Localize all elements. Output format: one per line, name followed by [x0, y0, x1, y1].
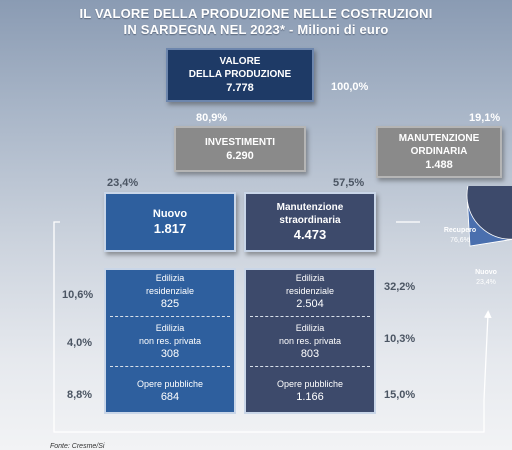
nuovo-label: Nuovo [152, 208, 188, 220]
manutenzione-ordinaria-box: MANUTENZIONE ORDINARIA 1.488 [376, 126, 502, 178]
pie-slice-nuovo [467, 202, 512, 247]
straord-non-res-label-1: Edilizia [295, 323, 325, 333]
straord-opere-pubbliche: Opere pubbliche 1.166 [246, 378, 374, 404]
nuovo-opere-label: Opere pubbliche [136, 379, 204, 389]
divider [110, 316, 230, 317]
straord-non-res: Edilizia non res. privata 803 [246, 322, 374, 361]
pct-straord-non-res: 10,3% [384, 333, 416, 345]
man-ordinaria-label-1: MANUTENZIONE [398, 133, 480, 144]
chart-title: IL VALORE DELLA PRODUZIONE NELLE COSTRUZ… [0, 6, 512, 38]
pie-label-recupero: Recupero [444, 227, 476, 234]
pct-nuovo-residenziale: 10,6% [62, 289, 94, 301]
manutenzione-straordinaria-box: Manutenzione straordinaria 4.473 [244, 192, 376, 252]
nuovo-non-res-label-2: non res. privata [138, 336, 202, 346]
flow-connector-line [53, 221, 492, 433]
investimenti-label: INVESTIMENTI [204, 136, 275, 148]
nuovo-opere-value: 684 [160, 391, 180, 403]
nuovo-residenziale: Edilizia residenziale 825 [106, 272, 234, 311]
valore-pct: 100,0% [331, 81, 369, 93]
straord-residenziale-label-1: Edilizia [295, 273, 325, 283]
nuovo-residenziale-label-2: residenziale [145, 286, 195, 296]
investimenti-box: INVESTIMENTI 6.290 [174, 126, 306, 172]
pct-straord-opere: 15,0% [384, 389, 416, 401]
nuovo-breakdown-panel: Edilizia residenziale 825 Edilizia non r… [104, 268, 236, 414]
nuovo-pct: 23,4% [107, 177, 139, 189]
pie-label-nuovo: Nuovo [475, 269, 497, 276]
manutenzione-straordinaria-pct: 57,5% [333, 177, 365, 189]
pct-nuovo-non-res: 4,0% [67, 337, 93, 349]
nuovo-opere-pubbliche: Opere pubbliche 684 [106, 378, 234, 404]
divider [250, 316, 370, 317]
man-straordinaria-value: 4.473 [293, 227, 327, 242]
valore-produzione-box: VALORE DELLA PRODUZIONE 7.778 [166, 48, 314, 102]
pct-straord-residenziale: 32,2% [384, 281, 416, 293]
pct-nuovo-opere: 8,8% [67, 389, 93, 401]
straord-non-res-value: 803 [300, 348, 320, 360]
nuovo-non-res-label-1: Edilizia [155, 323, 185, 333]
nuovo-residenziale-value: 825 [160, 298, 180, 310]
nuovo-value: 1.817 [153, 221, 187, 236]
nuovo-box: Nuovo 1.817 [104, 192, 236, 252]
investimenti-pct: 80,9% [196, 112, 228, 124]
straord-residenziale-label-2: residenziale [285, 286, 335, 296]
straord-opere-value: 1.166 [296, 391, 324, 403]
straord-opere-label: Opere pubbliche [276, 379, 344, 389]
pie-pct-nuovo: 23,4% [476, 279, 496, 286]
man-straordinaria-label-1: Manutenzione [276, 202, 344, 213]
man-straordinaria-label-2: straordinaria [279, 215, 341, 226]
nuovo-non-res: Edilizia non res. privata 308 [106, 322, 234, 361]
title-line-2: IN SARDEGNA NEL 2023* - Milioni di euro [123, 22, 389, 37]
straord-residenziale: Edilizia residenziale 2.504 [246, 272, 374, 311]
source-note: Fonte: Cresme/Si [50, 443, 105, 450]
straord-non-res-label-2: non res. privata [278, 336, 342, 346]
investimenti-value: 6.290 [226, 149, 254, 162]
valore-value: 7.778 [226, 82, 254, 94]
divider [110, 366, 230, 367]
valore-label-2: DELLA PRODUZIONE [188, 69, 292, 80]
man-ordinaria-label-2: ORDINARIA [410, 146, 468, 157]
title-line-1: IL VALORE DELLA PRODUZIONE NELLE COSTRUZ… [79, 6, 433, 21]
pie-chart: Recupero 76,6% Nuovo 23,4% [444, 186, 512, 286]
nuovo-residenziale-label-1: Edilizia [155, 273, 185, 283]
pie-pct-recupero: 76,6% [450, 237, 470, 244]
valore-label-1: VALORE [219, 56, 261, 67]
man-ordinaria-value: 1.488 [425, 159, 453, 171]
straord-residenziale-value: 2.504 [296, 298, 324, 310]
nuovo-non-res-value: 308 [160, 348, 180, 360]
straordinaria-breakdown-panel: Edilizia residenziale 2.504 Edilizia non… [244, 268, 376, 414]
manutenzione-ordinaria-pct: 19,1% [469, 112, 501, 124]
divider [250, 366, 370, 367]
